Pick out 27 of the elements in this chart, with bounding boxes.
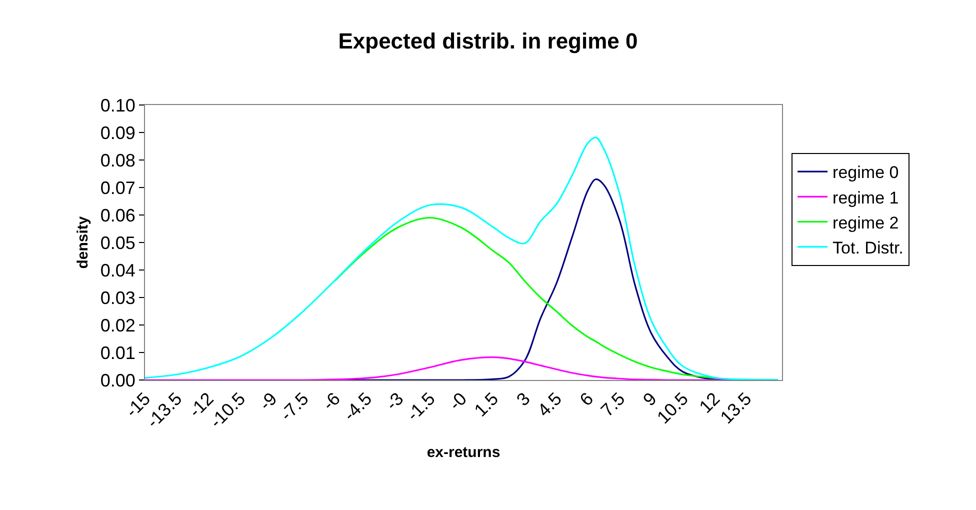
x-tick-label: 4.5 xyxy=(534,388,566,420)
y-tick-label: 0.04 xyxy=(100,260,136,280)
y-tick-label: 0.05 xyxy=(100,232,136,253)
legend-label: Tot. Distr. xyxy=(832,238,904,258)
y-tick-label: 0.03 xyxy=(100,288,136,308)
y-tick-label: 0.06 xyxy=(100,205,136,226)
x-tick-label: 9 xyxy=(639,388,660,410)
y-tick-label: 0.08 xyxy=(100,150,136,170)
y-tick-label: 0.02 xyxy=(100,315,136,336)
x-tick-label: -0 xyxy=(445,388,471,414)
line-series xyxy=(145,136,779,380)
y-tick-label: 0.09 xyxy=(100,122,136,143)
line-series xyxy=(334,216,716,379)
x-tick-label: 1.5 xyxy=(470,388,502,420)
y-tick-label: 0.10 xyxy=(100,95,136,116)
y-axis-title: density xyxy=(74,216,92,269)
y-tick-label: 0.07 xyxy=(100,178,136,198)
x-tick-label: 7.5 xyxy=(596,388,629,420)
x-tick-label: 3 xyxy=(512,388,534,410)
legend-label: regime 1 xyxy=(832,188,899,208)
y-tick-label: 0.00 xyxy=(100,370,136,390)
y-tick-label: 0.01 xyxy=(100,342,136,363)
x-tick-label: 6 xyxy=(576,388,598,410)
legend-label: regime 0 xyxy=(832,163,899,182)
legend-label: regime 2 xyxy=(832,213,899,232)
x-axis-title: ex-returns xyxy=(426,444,500,461)
chart-title: Expected distrib. in regime 0 xyxy=(338,28,638,54)
